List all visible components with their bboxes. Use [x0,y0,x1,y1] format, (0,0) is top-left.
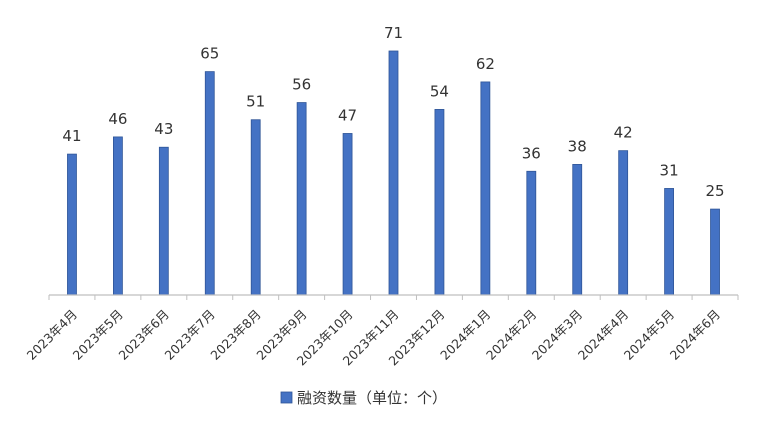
bar-value-label: 41 [62,127,81,145]
bar [618,150,629,296]
bar-value-label: 62 [476,55,495,73]
bar [342,133,353,296]
bar-value-label: 51 [246,93,265,111]
bar [204,71,215,296]
bar [526,170,537,296]
bar [67,153,77,296]
bar [664,188,674,296]
bar-value-label: 42 [614,124,633,142]
bar [113,136,123,296]
bar-value-label: 31 [660,161,679,179]
bar [296,102,307,296]
bar [434,109,445,296]
bar-value-label: 25 [705,182,724,200]
bar-value-label: 71 [384,24,403,42]
bar-value-label: 47 [338,106,357,124]
value-labels-layer: 41 46 43 65 51 56 47 71 54 62 36 38 42 31 25 [62,24,724,200]
bar [388,50,399,296]
bar [572,164,583,296]
bars-layer [67,50,720,296]
legend-label: 融资数量（单位：个） [297,389,447,407]
bar [158,146,169,296]
x-tick-label: 2024年6月 [667,307,723,363]
bar-value-label: 36 [522,144,541,162]
legend-swatch [280,391,293,404]
bar-value-label: 43 [154,120,173,138]
bar [250,119,261,296]
bar-value-label: 65 [200,45,219,63]
bar [710,208,720,296]
bar-value-label: 46 [108,110,127,128]
bar-value-label: 56 [292,76,311,94]
legend: 融资数量（单位：个） [280,389,447,407]
bar-value-label: 54 [430,82,449,100]
tick-labels-layer: 2023年4月2023年5月2023年6月2023年7月2023年8月2023年… [24,307,723,369]
bar-value-label: 38 [568,137,587,155]
bar [480,81,491,296]
ticks-layer [48,295,739,300]
